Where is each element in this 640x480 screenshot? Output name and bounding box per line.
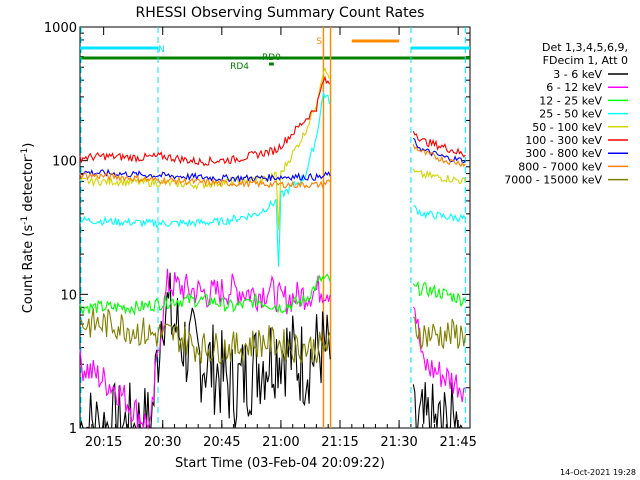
- series-25-50kev: [79, 90, 330, 267]
- vertical-markers: [80, 27, 466, 428]
- legend-label-25-50kev: 25 - 50 keV: [539, 108, 602, 121]
- chart-title: RHESSI Observing Summary Count Rates: [136, 5, 425, 21]
- series-6-12kev: [412, 306, 466, 403]
- x-tick-label: 20:30: [144, 435, 181, 450]
- series-3-6kev: [412, 382, 466, 429]
- y-tick-label: 10: [60, 288, 77, 303]
- y-axis-label-part-c: detector: [21, 156, 36, 216]
- series-100-300kev: [79, 75, 330, 167]
- axis-ticks: 20:15 20:30 20:45 21:00 21:15 21:30 21:45 1 10 10…: [44, 21, 477, 450]
- x-tick-label: 21:45: [439, 435, 476, 450]
- legend-header-1: Det 1,3,4,5,6,9,: [542, 41, 628, 54]
- series-25-50kev: [413, 204, 466, 223]
- legend-label-50-100kev: 50 - 100 keV: [532, 121, 602, 134]
- legend-label-6-12kev: 6 - 12 keV: [546, 81, 602, 94]
- series-lines: [79, 66, 466, 431]
- y-axis-label-sup-1: -1: [20, 216, 30, 225]
- x-tick-label: 21:30: [380, 435, 417, 450]
- flag-label-s: S: [316, 37, 322, 47]
- flag-label-rd0: RD0: [262, 53, 281, 63]
- series-12-25kev: [79, 273, 331, 316]
- series-50-100kev: [79, 66, 330, 231]
- plot-frame: [79, 26, 471, 429]
- y-axis-label-sup-2: -1: [20, 148, 30, 157]
- legend-label-12-25kev: 12 - 25 keV: [539, 94, 602, 107]
- series-7000-15000kev: [79, 308, 331, 365]
- y-tick-label: 100: [52, 155, 77, 170]
- y-axis-label-part-a: Count Rate (s: [21, 225, 36, 314]
- y-tick-label: 1: [69, 422, 77, 437]
- series-300-800kev: [79, 168, 331, 183]
- timestamp: 14-Oct-2021 19:28: [560, 468, 636, 477]
- legend-label-3-6kev: 3 - 6 keV: [553, 68, 602, 81]
- series-12-25kev: [412, 280, 466, 308]
- flag-label-rd4: RD4: [230, 62, 249, 72]
- x-tick-label: 20:45: [203, 435, 240, 450]
- x-tick-label: 20:15: [85, 435, 122, 450]
- series-300-800kev: [412, 137, 466, 164]
- series-800-7000kev: [79, 172, 331, 189]
- series-100-300kev: [412, 130, 466, 158]
- y-axis-label: Count Rate (s-1 detector-1): [20, 143, 36, 314]
- legend-header-2: FDecim 1, Att 0: [543, 54, 628, 67]
- flag-bars: N S RD0 RD4: [80, 37, 470, 72]
- legend: Det 1,3,4,5,6,9, FDecim 1, Att 0 3 - 6 k…: [504, 41, 628, 187]
- legend-label-800-7000kev: 800 - 7000 keV: [518, 160, 602, 173]
- legend-label-7000-15000kev: 7000 - 15000 keV: [504, 174, 602, 187]
- x-axis-label: Start Time (03-Feb-04 20:09:22): [175, 456, 385, 471]
- legend-label-300-800kev: 300 - 800 keV: [525, 147, 602, 160]
- series-800-7000kev: [412, 144, 466, 168]
- y-tick-label: 1000: [44, 21, 77, 36]
- series-7000-15000kev: [412, 316, 466, 349]
- legend-label-100-300kev: 100 - 300 keV: [525, 134, 602, 147]
- series-3-6kev: [79, 272, 331, 429]
- flag-label-n: N: [158, 45, 165, 55]
- series-50-100kev: [412, 168, 466, 184]
- y-axis-label-part-e: ): [21, 143, 36, 148]
- x-tick-label: 21:00: [262, 435, 299, 450]
- x-tick-label: 21:15: [321, 435, 358, 450]
